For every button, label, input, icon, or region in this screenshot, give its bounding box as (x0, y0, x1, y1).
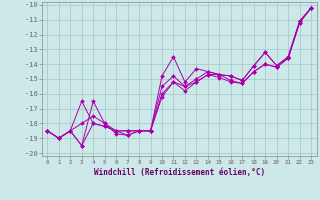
X-axis label: Windchill (Refroidissement éolien,°C): Windchill (Refroidissement éolien,°C) (94, 168, 265, 177)
